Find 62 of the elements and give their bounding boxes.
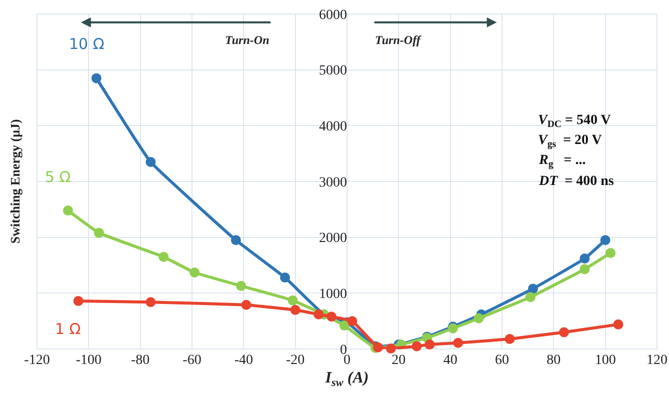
- x-tick-label: -20: [286, 353, 305, 368]
- point: [230, 235, 241, 246]
- series-label: 1 Ω: [55, 320, 81, 338]
- point: [146, 156, 156, 167]
- point: [94, 228, 104, 238]
- x-tick-label: 60: [495, 353, 509, 368]
- point: [326, 312, 336, 322]
- point: [424, 340, 435, 350]
- point: [373, 342, 383, 352]
- series-label: 5 Ω: [45, 168, 71, 186]
- point: [158, 252, 169, 262]
- point: [63, 206, 73, 216]
- x-tick-label: -100: [76, 353, 102, 368]
- x-tick-label: -120: [24, 353, 50, 368]
- point: [580, 264, 590, 274]
- y-tick-label: 3000: [319, 175, 347, 190]
- point: [91, 73, 102, 84]
- point: [190, 268, 200, 278]
- x-tick-label: -40: [234, 353, 254, 368]
- y-tick-label: 2000: [319, 231, 347, 246]
- series-label: 10 Ω: [69, 35, 104, 53]
- annotation: Turn-Off: [375, 33, 422, 47]
- point: [412, 341, 422, 352]
- y-axis-title: Switching Energy (µJ): [8, 119, 23, 244]
- x-axis-title: I$_{sw}$ (A): [324, 370, 369, 390]
- y-tick-label: 4000: [319, 120, 347, 135]
- point: [314, 309, 324, 320]
- annotation: V$_{DC}$ = 540 V: [538, 113, 611, 130]
- point: [236, 280, 246, 291]
- annotation: DT = 400 ns: [538, 174, 614, 189]
- point: [386, 343, 396, 354]
- point: [241, 300, 252, 310]
- point: [580, 254, 590, 264]
- point: [347, 316, 358, 326]
- point: [339, 320, 350, 331]
- y-tick-label: 6000: [319, 8, 347, 23]
- annotation: V$_{gs}$ = 20 V: [538, 133, 602, 150]
- point: [73, 296, 84, 306]
- x-tick-label: 20: [392, 353, 406, 368]
- x-tick-label: -80: [130, 353, 150, 368]
- point: [146, 297, 156, 308]
- y-tick-label: 5000: [319, 64, 347, 79]
- point: [559, 327, 569, 338]
- point: [290, 304, 300, 315]
- point: [504, 334, 515, 344]
- point: [613, 319, 624, 330]
- point: [280, 272, 290, 283]
- point: [525, 292, 536, 302]
- x-tick-label: -60: [182, 353, 202, 368]
- annotation: R$_{g}$ = ...: [538, 153, 586, 170]
- x-tick-label: 120: [646, 353, 668, 368]
- point: [528, 284, 538, 294]
- point: [600, 235, 610, 246]
- annotation: Turn-On: [225, 33, 270, 47]
- point: [288, 295, 298, 306]
- x-tick-label: 40: [443, 353, 458, 368]
- x-tick-label: 100: [594, 353, 616, 368]
- x-tick-label: 80: [546, 353, 561, 368]
- point: [606, 248, 616, 258]
- point: [474, 313, 484, 324]
- point: [453, 338, 464, 348]
- y-tick-label: 1000: [319, 287, 347, 302]
